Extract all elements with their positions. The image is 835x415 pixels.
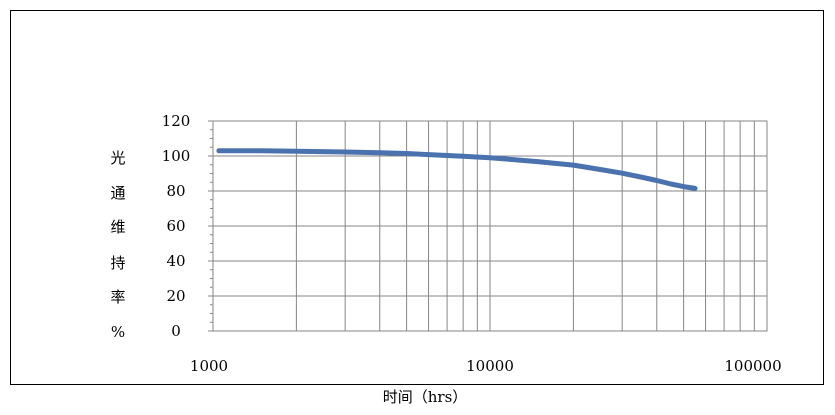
y-tick-label: 100 [162, 147, 191, 165]
x-tick-label: 100000 [724, 357, 781, 375]
x-tick-label: 10000 [466, 357, 514, 375]
y-axis-label-char: 维 [110, 218, 125, 236]
x-tick-label: 1000 [190, 357, 228, 375]
y-axis-label-char: % [111, 323, 125, 341]
y-tick-label: 20 [166, 287, 185, 305]
y-tick-label: 120 [162, 112, 191, 130]
series-layer [216, 148, 698, 191]
x-axis-label: 时间（hrs） [383, 388, 468, 406]
y-axis-label-char: 通 [110, 184, 125, 202]
y-tick-label: 80 [166, 182, 185, 200]
chart-frame [10, 10, 824, 385]
axes [208, 120, 214, 332]
y-tick-label: 0 [171, 322, 181, 340]
series-line [216, 148, 698, 191]
y-tick-label: 40 [166, 252, 185, 270]
y-tick-label: 60 [166, 217, 185, 235]
y-axis-label-char: 率 [110, 288, 125, 306]
y-axis-label-char: 光 [110, 149, 125, 167]
y-axis-label-char: 持 [110, 254, 125, 272]
